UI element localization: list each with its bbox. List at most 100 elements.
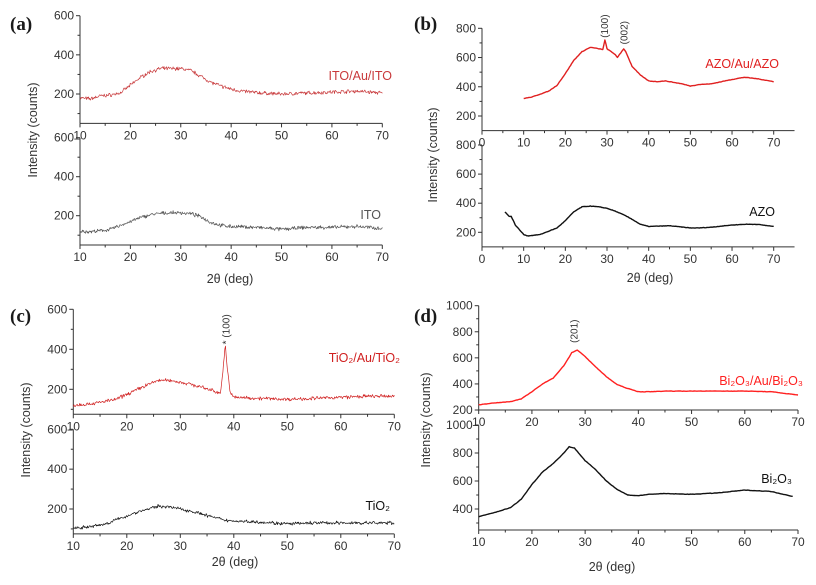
x-tick-label: 10 — [67, 539, 81, 553]
panel-label: (c) — [10, 306, 31, 327]
series-line — [523, 39, 774, 100]
peak-annotation: (100) — [600, 14, 611, 37]
x-tick-label: 20 — [525, 535, 539, 549]
x-axis-title: 2θ (deg) — [589, 560, 636, 574]
x-tick-label: 70 — [791, 415, 805, 429]
panel-a: (a) Intensity (counts) 2θ (deg) 10 20 30 40 50 6… — [10, 9, 392, 286]
series-label: Bi₂O₃ — [761, 472, 792, 486]
x-tick-label: 20 — [124, 128, 138, 142]
y-tick-label: 1000 — [446, 299, 473, 313]
y-tick-label: 600 — [54, 131, 74, 145]
y-tick-label: 600 — [453, 351, 473, 365]
y-tick-label: 200 — [47, 382, 67, 396]
x-tick-label: 60 — [325, 250, 339, 264]
x-tick-label: 70 — [767, 136, 781, 150]
x-tick-label: 60 — [334, 419, 348, 433]
y-tick-label: 400 — [456, 80, 476, 94]
x-tick-label: 30 — [174, 539, 188, 553]
y-tick-label: 600 — [456, 167, 476, 181]
x-tick-label: 10 — [517, 136, 531, 150]
x-tick-label: 50 — [275, 250, 289, 264]
x-tick-label: 30 — [174, 419, 188, 433]
x-tick-label: 40 — [642, 136, 656, 150]
y-tick-label: 600 — [456, 51, 476, 65]
y-tick-label: 600 — [453, 474, 473, 488]
series-label: TiO₂/Au/TiO₂ — [329, 351, 400, 365]
y-tick-label: 200 — [453, 403, 473, 417]
panel-c: (c) Intensity (counts) 2θ (deg) 10 20 30 40 50 6… — [10, 302, 401, 569]
x-tick-label: 50 — [281, 539, 295, 553]
y-tick-label: 800 — [453, 446, 473, 460]
x-tick-label: 20 — [525, 415, 539, 429]
x-tick-label: 30 — [578, 415, 592, 429]
x-axis-title: 2θ (deg) — [212, 555, 259, 569]
x-tick-label: 30 — [578, 535, 592, 549]
x-tick-label: 50 — [685, 535, 699, 549]
y-axis-title: Intensity (counts) — [419, 372, 433, 467]
y-tick-label: 400 — [453, 377, 473, 391]
peak-annotation: (002) — [620, 21, 631, 44]
series-line — [73, 503, 395, 530]
x-tick-label: 40 — [224, 128, 238, 142]
x-tick-label: 40 — [632, 535, 646, 549]
y-tick-label: 400 — [54, 48, 74, 62]
subplot-bottom: 10 20 30 40 50 60 70 400 600 800 1000 Bi₂O₃ — [446, 418, 805, 549]
x-tick-label: 50 — [684, 136, 698, 150]
panel-d: (d) Intensity (counts) 2θ (deg) 10 20 30 40 50 6… — [414, 299, 805, 574]
series-line — [79, 66, 383, 101]
x-tick-label: 20 — [120, 419, 134, 433]
series-line — [478, 445, 793, 518]
y-tick-label: 600 — [47, 422, 67, 436]
x-tick-label: 50 — [685, 415, 699, 429]
y-tick-label: 600 — [47, 302, 67, 316]
x-tick-label: 30 — [600, 136, 614, 150]
x-tick-label: 70 — [376, 128, 390, 142]
x-tick-label: 0 — [479, 136, 486, 150]
subplot-top: 0 10 20 30 40 50 60 70 200 400 600 800 AZO/Au/AZO (10… — [456, 14, 795, 150]
series-label: TiO₂ — [365, 499, 390, 513]
y-tick-label: 200 — [54, 209, 74, 223]
panel-label: (b) — [414, 14, 437, 35]
x-tick-label: 60 — [325, 128, 339, 142]
x-tick-label: 70 — [791, 535, 805, 549]
series-line — [79, 210, 383, 234]
series-label: AZO/Au/AZO — [705, 57, 779, 71]
x-tick-label: 20 — [559, 136, 573, 150]
y-axis-title: Intensity (counts) — [19, 382, 33, 477]
x-tick-label: 60 — [725, 136, 739, 150]
y-tick-label: 400 — [453, 502, 473, 516]
series-label: ITO/Au/ITO — [329, 69, 393, 83]
panel-b: (b) Intensity (counts) 2θ (deg) 0 10 20 30 40 50… — [414, 14, 795, 285]
y-axis-title: Intensity (counts) — [426, 107, 440, 202]
panel-label: (a) — [10, 14, 32, 35]
y-tick-label: 200 — [47, 502, 67, 516]
x-tick-label: 50 — [684, 252, 698, 266]
x-tick-label: 10 — [517, 252, 531, 266]
y-tick-label: 1000 — [446, 418, 473, 432]
x-tick-label: 30 — [174, 250, 188, 264]
series-label: Bi₂O₃/Au/Bi₂O₃ — [719, 374, 803, 388]
x-tick-label: 20 — [559, 252, 573, 266]
x-tick-label: 20 — [124, 250, 138, 264]
series-line — [504, 205, 774, 237]
x-tick-label: 40 — [632, 415, 646, 429]
x-tick-label: 30 — [174, 128, 188, 142]
y-tick-label: 800 — [456, 21, 476, 35]
peak-annotation: (201) — [569, 319, 580, 342]
x-tick-label: 10 — [73, 250, 87, 264]
x-tick-label: 60 — [725, 252, 739, 266]
x-tick-label: 70 — [388, 419, 402, 433]
y-axis-title: Intensity (counts) — [26, 82, 40, 177]
subplot-top: 10 20 30 40 50 60 702004006008001000Bi₂O₃/Au/B… — [446, 299, 805, 429]
y-tick-label: 400 — [456, 196, 476, 210]
x-tick-label: 70 — [767, 252, 781, 266]
subplot-top: 10 20 30 40 50 60 70 200 400 600 ITO/Au/ITO — [54, 9, 392, 143]
x-tick-label: 50 — [281, 419, 295, 433]
x-tick-label: 10 — [73, 128, 87, 142]
y-tick-label: 200 — [456, 225, 476, 239]
subplot-bottom: 10 20 30 40 50 60 70 200 400 600 ITO — [54, 131, 389, 264]
y-tick-label: 600 — [54, 9, 74, 23]
x-tick-label: 40 — [227, 419, 241, 433]
